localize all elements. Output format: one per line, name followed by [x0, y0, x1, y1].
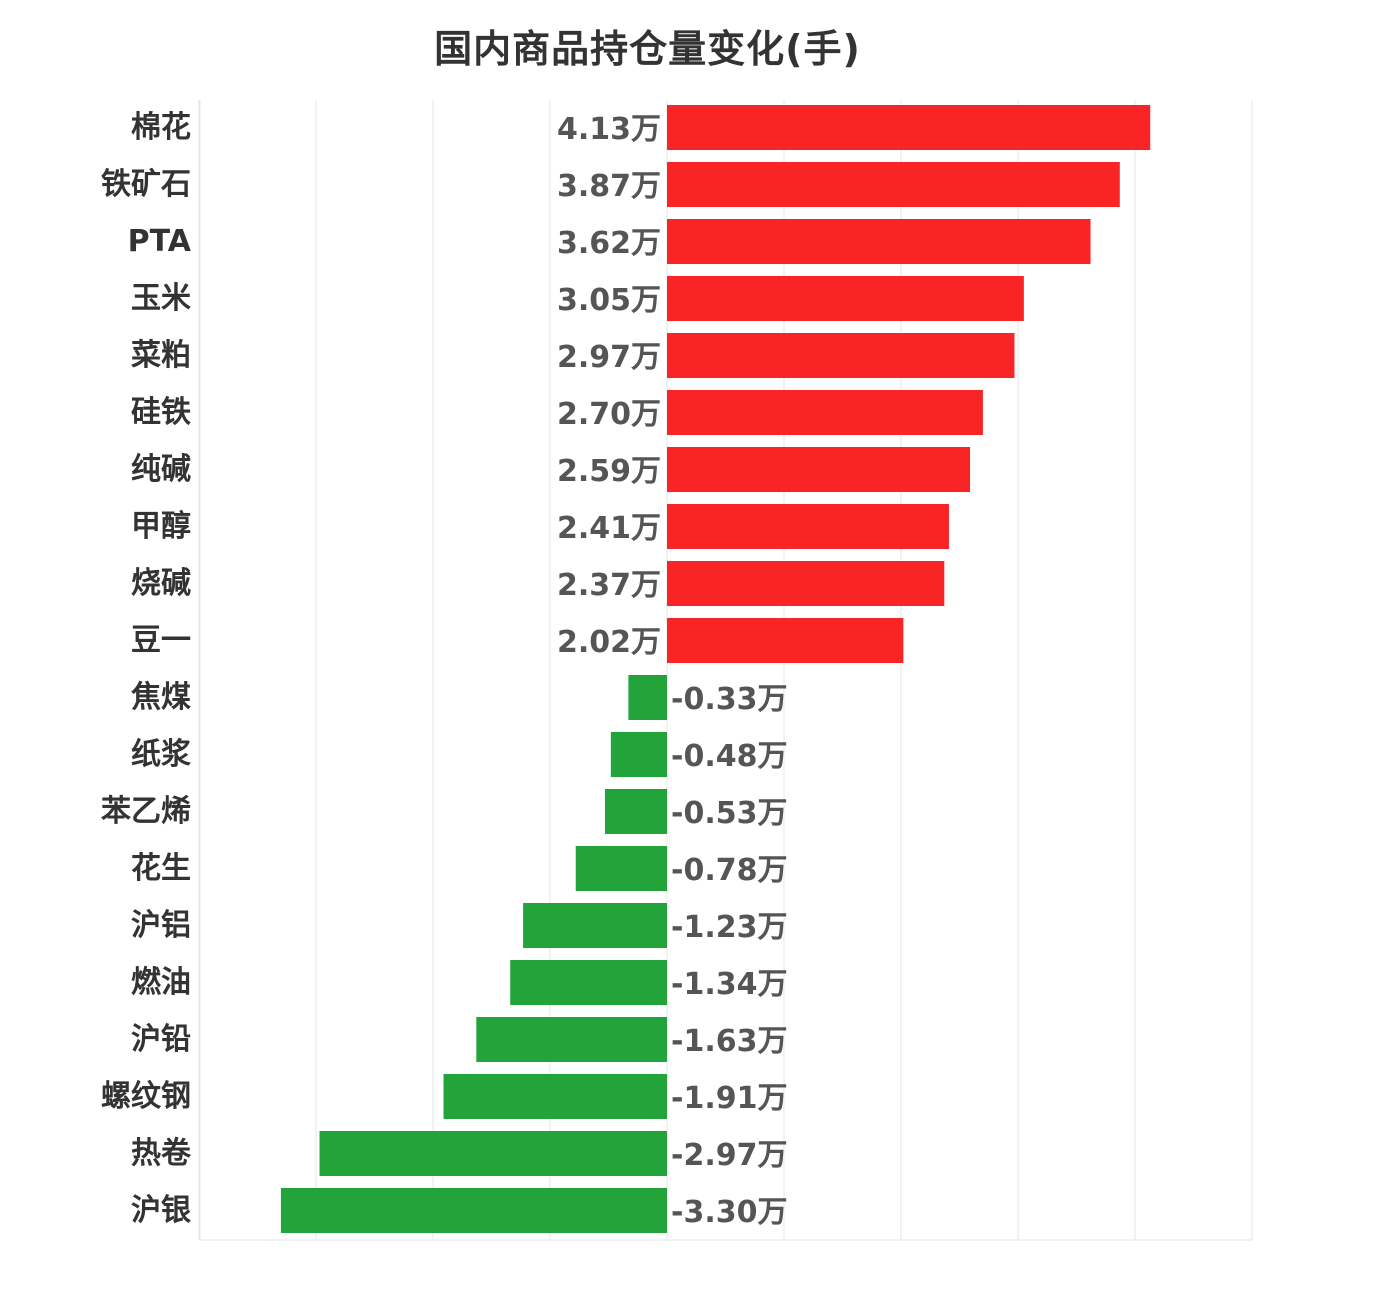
bar-2	[667, 219, 1091, 264]
category-label: 菜粕	[131, 338, 191, 373]
category-label: 铁矿石	[101, 167, 191, 202]
value-label: 2.97万	[557, 340, 661, 375]
bar-5	[667, 390, 983, 435]
value-label: 2.59万	[557, 454, 661, 489]
category-label: 螺纹钢	[101, 1079, 191, 1114]
bar-4	[667, 333, 1015, 378]
category-label: 棉花	[131, 110, 191, 145]
value-label: -3.30万	[671, 1195, 787, 1230]
value-label: 2.70万	[557, 397, 661, 432]
category-label: 热卷	[131, 1136, 192, 1171]
category-label: 纯碱	[131, 452, 191, 487]
category-label: 沪银	[131, 1193, 191, 1228]
grid-lines	[198, 100, 1253, 1241]
value-label: 2.37万	[557, 568, 661, 603]
value-label: -1.63万	[671, 1024, 787, 1059]
value-label: 2.41万	[557, 511, 661, 546]
category-label: 烧碱	[131, 566, 191, 601]
category-label: 焦煤	[131, 680, 191, 715]
category-label: 纸浆	[131, 737, 191, 772]
value-label: 3.05万	[557, 283, 661, 318]
category-label: 沪铝	[131, 908, 191, 943]
bar-10	[628, 675, 667, 720]
value-label: -0.53万	[671, 796, 787, 831]
bar-0	[667, 105, 1151, 150]
category-label: 甲醇	[131, 509, 191, 544]
bar-3	[667, 276, 1024, 321]
value-label: 3.62万	[557, 226, 661, 261]
bar-16	[476, 1017, 667, 1062]
bars	[280, 105, 1151, 1233]
value-label: 4.13万	[557, 112, 661, 147]
category-label: 硅铁	[131, 395, 191, 430]
bar-13	[575, 846, 667, 891]
bar-17	[443, 1074, 667, 1119]
category-label: 花生	[131, 851, 191, 886]
bar-14	[523, 903, 667, 948]
category-label: 沪铅	[131, 1022, 191, 1057]
bar-6	[667, 447, 971, 492]
bar-15	[510, 960, 667, 1005]
value-label: -1.34万	[671, 967, 787, 1002]
bar-19	[280, 1188, 667, 1233]
bar-8	[667, 561, 945, 606]
category-label: 豆一	[131, 623, 191, 658]
category-label: 燃油	[131, 965, 191, 1000]
category-label: 玉米	[131, 281, 191, 316]
value-label: 3.87万	[557, 169, 661, 204]
value-label: -0.33万	[671, 682, 787, 717]
value-label: -0.78万	[671, 853, 787, 888]
value-label: -0.48万	[671, 739, 787, 774]
chart-title: 国内商品持仓量变化(手)	[434, 27, 861, 71]
bar-1	[667, 162, 1120, 207]
value-label: -2.97万	[671, 1138, 787, 1173]
value-label: 2.02万	[557, 625, 661, 660]
value-label: -1.91万	[671, 1081, 787, 1116]
bar-18	[319, 1131, 667, 1176]
bar-11	[610, 732, 667, 777]
category-label: PTA	[128, 224, 192, 259]
category-label: 苯乙烯	[101, 794, 191, 829]
bar-9	[667, 618, 904, 663]
bar-7	[667, 504, 949, 549]
value-label: -1.23万	[671, 910, 787, 945]
bar-12	[604, 789, 667, 834]
